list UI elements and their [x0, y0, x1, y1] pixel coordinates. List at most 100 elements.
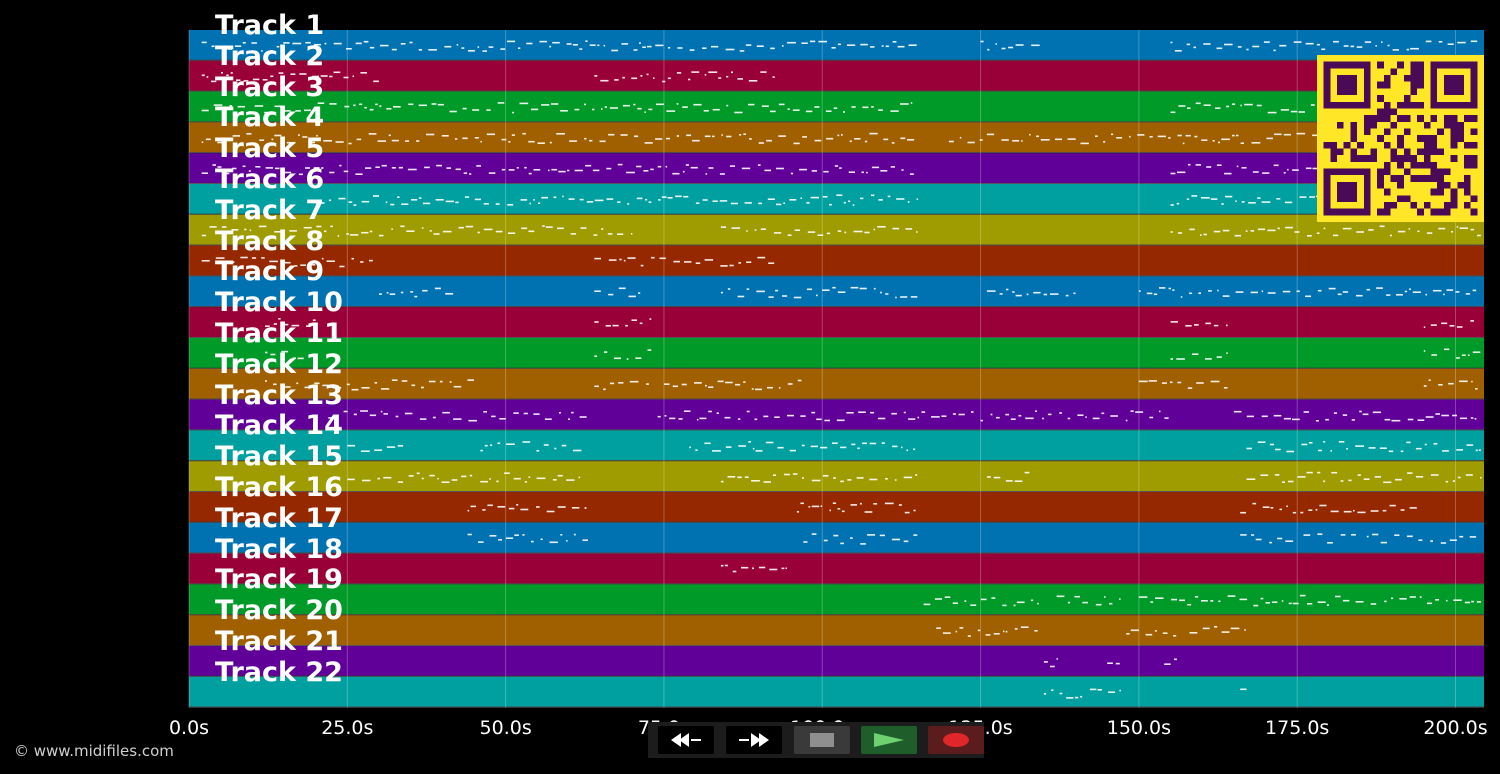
note-mark: [582, 539, 588, 541]
note-mark: [1223, 387, 1228, 389]
track-label: Track 21: [215, 626, 343, 657]
note-mark: [1186, 43, 1191, 46]
note-mark: [416, 140, 420, 142]
note-mark: [720, 226, 726, 228]
note-mark: [732, 570, 737, 573]
qr-module: [1363, 181, 1371, 189]
note-mark: [1194, 324, 1199, 326]
note-mark: [1008, 46, 1014, 49]
qr-module: [1450, 101, 1458, 109]
note-mark: [1210, 600, 1214, 602]
note-mark: [1206, 166, 1212, 168]
note-mark: [758, 202, 762, 205]
note-mark: [594, 199, 604, 202]
note-mark: [488, 172, 496, 174]
note-mark: [435, 199, 444, 201]
note-mark: [850, 537, 853, 539]
note-mark: [1201, 600, 1208, 602]
note-mark: [617, 201, 621, 203]
note-mark: [1425, 416, 1434, 418]
note-mark: [312, 75, 319, 78]
note-mark: [536, 450, 540, 452]
note-mark: [1267, 229, 1276, 232]
note-mark: [1137, 134, 1145, 136]
lane-separator: [189, 675, 1484, 677]
note-mark: [516, 167, 519, 169]
note-mark: [601, 228, 604, 230]
note-mark: [1475, 449, 1478, 452]
note-mark: [552, 479, 557, 481]
lane-separator: [189, 460, 1484, 462]
note-mark: [1400, 450, 1404, 453]
note-mark: [506, 537, 514, 539]
note-mark: [312, 319, 316, 321]
qr-module: [1323, 61, 1331, 69]
note-mark: [682, 106, 688, 108]
note-mark: [1246, 48, 1249, 51]
track-label: Track 22: [215, 656, 343, 688]
stop-button[interactable]: [794, 726, 850, 754]
note-mark: [418, 49, 422, 51]
note-mark: [1031, 44, 1040, 47]
note-mark: [1050, 665, 1055, 668]
note-mark: [1153, 293, 1158, 296]
note-mark: [295, 110, 301, 112]
note-mark: [626, 358, 629, 360]
record-button[interactable]: [928, 726, 984, 754]
note-mark: [1419, 596, 1422, 598]
note-mark: [1472, 351, 1481, 353]
note-mark: [1005, 480, 1013, 482]
note-mark: [300, 264, 306, 266]
note-mark: [1407, 472, 1413, 474]
qr-module: [1410, 175, 1418, 182]
note-mark: [292, 357, 296, 359]
fast-forward-button[interactable]: [726, 726, 782, 754]
qr-module: [1403, 195, 1411, 202]
note-mark: [528, 230, 535, 233]
note-mark: [512, 111, 515, 114]
note-mark: [1372, 411, 1381, 414]
note-mark: [283, 386, 291, 388]
note-mark: [1195, 102, 1201, 105]
rewind-button[interactable]: [658, 726, 714, 754]
note-mark: [797, 379, 802, 382]
note-mark: [1216, 47, 1223, 50]
note-mark: [1379, 225, 1385, 228]
note-mark: [1198, 292, 1201, 294]
qr-module: [1403, 155, 1411, 162]
note-mark: [586, 201, 594, 203]
note-mark: [483, 228, 493, 231]
note-mark: [482, 50, 487, 52]
note-mark: [1162, 632, 1168, 634]
note-mark: [480, 449, 483, 452]
track-label: Track 12: [215, 348, 343, 380]
note-mark: [264, 111, 268, 114]
note-mark: [536, 477, 546, 480]
note-mark: [1047, 413, 1052, 416]
note-mark: [573, 533, 576, 536]
note-mark: [347, 478, 355, 481]
note-mark: [638, 292, 641, 294]
note-mark: [1029, 133, 1031, 136]
note-mark: [644, 111, 646, 113]
note-mark: [739, 134, 742, 136]
note-mark: [657, 165, 662, 168]
note-mark: [841, 510, 845, 513]
qr-module: [1430, 188, 1438, 196]
qr-module: [1350, 148, 1358, 156]
qr-module: [1363, 81, 1371, 89]
note-mark: [511, 134, 515, 136]
qr-module: [1410, 161, 1418, 169]
note-mark: [901, 169, 904, 171]
play-button[interactable]: [861, 726, 917, 754]
qr-module: [1397, 175, 1404, 182]
track-label: Track 9: [215, 256, 325, 288]
note-mark: [787, 108, 790, 110]
qr-code[interactable]: [1317, 55, 1484, 222]
note-mark: [650, 168, 654, 171]
note-mark: [369, 108, 374, 111]
note-mark: [1330, 510, 1339, 513]
note-mark: [453, 385, 462, 388]
note-mark: [1470, 417, 1474, 419]
note-mark: [409, 41, 413, 44]
